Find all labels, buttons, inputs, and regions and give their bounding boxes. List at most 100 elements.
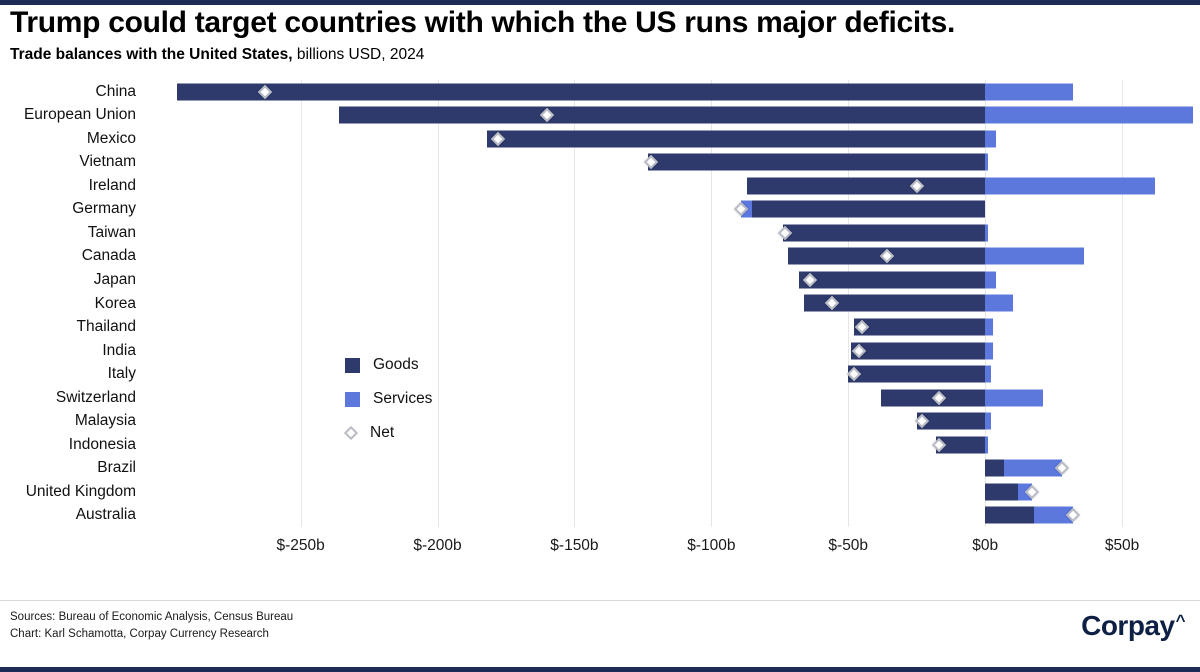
bottom-accent-strip [0,667,1200,672]
x-tick-label: $-50b [828,537,869,554]
bar-row [150,245,1196,269]
y-axis-label: India [102,341,136,359]
bar-services [985,294,1013,312]
bar-row [150,480,1196,504]
corpay-logo: Corpay^ [1081,610,1186,642]
y-axis-label: Ireland [88,176,136,194]
bar-goods [798,271,986,289]
bar-goods [985,506,1035,524]
bar-goods [486,130,986,148]
chart-subtitle: Trade balances with the United States, b… [10,46,424,64]
bar-services [985,271,997,289]
bar-goods [848,365,986,383]
y-axis-label: Vietnam [79,153,136,171]
bar-row [150,292,1196,316]
y-axis-labels: China European Union Mexico Vietnam Ireland G… [0,80,146,527]
bar-row [150,503,1196,527]
footer-divider [0,600,1200,601]
gridline [437,80,439,527]
bar-goods [782,224,986,242]
bar-services [985,436,988,454]
gridline [574,80,576,527]
bar-goods [338,106,986,124]
bar-goods [853,318,986,336]
subtitle-bold: Trade balances with the United States, [10,46,293,63]
bar-services [985,177,1155,195]
y-axis-label: United Kingdom [25,482,136,500]
bar-goods [850,342,986,360]
y-axis-label: Canada [81,247,136,265]
bar-row [150,362,1196,386]
bar-goods [985,483,1018,501]
bar-services [1034,506,1073,524]
x-tick-label: $-100b [687,537,736,554]
legend-item-services: Services [345,382,432,416]
bar-row [150,80,1196,104]
y-axis-label: Switzerland [55,388,136,406]
bar-services [985,342,994,360]
bar-goods [746,177,986,195]
bar-row [150,386,1196,410]
corpay-wordmark: Corpay [1081,610,1175,641]
bar-goods [935,436,986,454]
legend-item-goods: Goods [345,348,432,382]
y-axis-label: Taiwan [87,223,136,241]
y-axis-label: Korea [94,294,136,312]
y-axis-label: European Union [23,106,136,124]
bar-services [985,318,994,336]
y-axis-label: Thailand [76,318,136,336]
y-axis-label: Indonesia [68,435,136,453]
bar-goods [648,153,986,171]
bar-goods [804,294,986,312]
bar-services [985,247,1084,265]
bar-row [150,127,1196,151]
bar-row [150,174,1196,198]
bar-row [150,409,1196,433]
footer-credit: Chart: Karl Schamotta, Corpay Currency R… [10,628,269,640]
y-axis-label: China [95,82,137,100]
bar-services [985,365,991,383]
services-swatch [345,391,360,407]
bar-goods [752,200,986,218]
x-tick-label: $-200b [413,537,462,554]
bar-goods [916,412,986,430]
plot-area: Goods Services Net [150,80,1196,527]
footer-sources: Sources: Bureau of Economic Analysis, Ce… [10,611,294,623]
legend-label-goods: Goods [373,356,419,373]
y-axis-label: Mexico [86,129,136,147]
bar-row [150,456,1196,480]
gridline [711,80,713,527]
y-axis-label: Germany [72,200,136,218]
subtitle-rest: billions USD, 2024 [292,46,425,63]
bar-goods [177,83,986,101]
bar-services [985,83,1073,101]
bar-services [985,106,1194,124]
x-axis-ticks: $-250b $-200b $-150b $-100b $-50b $0b $50b [150,537,1196,559]
y-axis-label: Japan [93,271,136,289]
x-tick-label: $-250b [276,537,325,554]
bar-row [150,433,1196,457]
x-tick-label: $0b [972,537,999,554]
bar-goods [985,459,1005,477]
legend: Goods Services Net [343,348,432,450]
bar-row [150,221,1196,245]
legend-item-net: Net [343,416,432,450]
bar-services [985,153,988,171]
x-tick-label: $50b [1104,537,1140,554]
y-axis-label: Brazil [97,459,136,477]
top-accent-strip [0,0,1200,5]
goods-swatch [345,357,360,373]
bar-row [150,198,1196,222]
x-tick-label: $-150b [550,537,599,554]
bar-services [985,224,988,242]
bar-row [150,151,1196,175]
bar-row [150,268,1196,292]
legend-label-net: Net [370,424,395,441]
caret-icon: ^ [1175,611,1186,630]
bar-row [150,315,1196,339]
gridline [1122,80,1124,527]
y-axis-label: Italy [107,365,136,383]
y-axis-label: Australia [75,506,136,524]
bar-services [985,412,991,430]
